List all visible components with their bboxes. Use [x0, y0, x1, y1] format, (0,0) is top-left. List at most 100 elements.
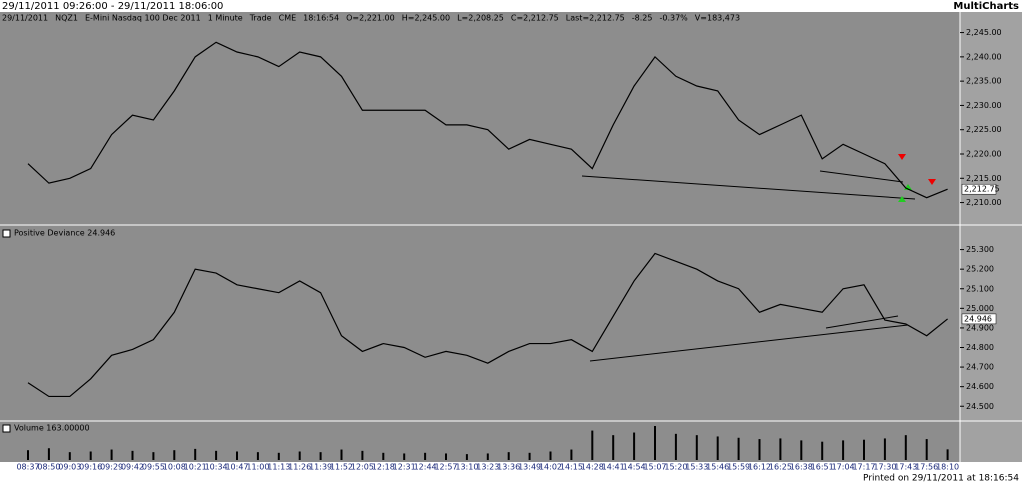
x-tick-label: 09:29: [100, 463, 123, 472]
bar: [277, 452, 280, 460]
signal-marker: [898, 196, 906, 202]
header-field: C=2,212.75: [511, 14, 559, 23]
bar: [215, 450, 218, 460]
x-tick-label: 09:55: [142, 463, 165, 472]
x-tick-label: 14:02: [539, 463, 562, 472]
close-icon[interactable]: [2, 229, 11, 238]
bar: [779, 438, 782, 460]
x-tick-label: 10:08: [163, 463, 186, 472]
y-tick-label: 25.300: [966, 245, 994, 254]
app-name: MultiCharts: [953, 1, 1019, 12]
bar: [570, 449, 573, 460]
trend-line: [825, 315, 899, 329]
bar: [507, 452, 510, 460]
x-tick-label: 15:07: [643, 463, 666, 472]
x-tick-label: 15:33: [685, 463, 708, 472]
x-tick-label: 14:41: [602, 463, 625, 472]
x-tick-label: 15:59: [727, 463, 750, 472]
y-tick-label: 2,235.00: [966, 77, 1002, 86]
bar: [319, 452, 322, 460]
y-tick-label: 2,230.00: [966, 101, 1002, 110]
trend-line: [581, 175, 916, 200]
x-tick-label: 11:13: [267, 463, 290, 472]
header-field: Trade: [249, 14, 272, 23]
bar: [465, 454, 468, 460]
trend-line: [819, 170, 904, 183]
last-value-label: 24.946: [964, 314, 992, 323]
y-tick-label: 25.100: [966, 284, 994, 293]
title-bar: [0, 0, 1022, 12]
bar: [89, 451, 92, 460]
x-tick-label: 16:25: [769, 463, 792, 472]
y-tick-label: 2,210.00: [966, 198, 1002, 207]
bar: [904, 435, 907, 460]
footer: Printed on 29/11/2011 at 18:16:54: [863, 474, 1019, 484]
header-field: V=183,473: [695, 14, 740, 23]
bar: [424, 452, 427, 460]
y-tick-label: 2,220.00: [966, 150, 1002, 159]
bar: [695, 435, 698, 460]
bar: [27, 450, 29, 460]
header-field: NQZ1: [55, 14, 78, 23]
bar: [633, 432, 636, 460]
x-tick-label: 15:46: [706, 463, 729, 472]
bar: [152, 452, 155, 460]
header-field: Last=2,212.75: [566, 14, 625, 23]
bar: [173, 450, 176, 460]
bar: [863, 439, 865, 460]
header-field: H=2,245.00: [402, 14, 450, 23]
x-tick-label: 12:57: [434, 463, 457, 472]
x-tick-label: 11:52: [330, 463, 353, 472]
y-tick-label: 2,215.00: [966, 174, 1002, 183]
header-field: -0.37%: [659, 14, 688, 23]
bar: [340, 449, 343, 460]
bar: [528, 452, 531, 460]
y-tick-label: 2,245.00: [966, 28, 1002, 37]
x-tick-label: 17:04: [832, 463, 855, 472]
bar: [654, 426, 656, 460]
bar: [382, 452, 385, 460]
trend-line: [589, 324, 909, 362]
close-icon[interactable]: [2, 424, 11, 433]
header-field: CME: [279, 14, 297, 23]
bar: [47, 448, 50, 460]
header-field: -8.25: [632, 14, 653, 23]
x-tick-label: 18:10: [936, 463, 959, 472]
window-title: 29/11/2011 09:26:00 - 29/11/2011 18:06:0…: [2, 1, 223, 12]
header-field: 29/11/2011: [2, 14, 48, 23]
y-tick-label: 2,225.00: [966, 125, 1002, 134]
y-tick-label: 2,240.00: [966, 52, 1002, 61]
last-value-box: [961, 313, 997, 325]
signal-marker: [898, 154, 906, 160]
last-value-box: [961, 183, 997, 195]
x-tick-label: 14:15: [560, 463, 583, 472]
x-tick-label: 17:56: [915, 463, 938, 472]
bar: [403, 453, 406, 460]
bar: [194, 448, 197, 460]
bar: [591, 430, 594, 460]
bar: [361, 450, 364, 460]
last-value-label: 2,212.75: [964, 185, 1000, 194]
x-tick-label: 17:17: [852, 463, 875, 472]
data-line: [27, 41, 948, 199]
x-tick-label: 12:05: [351, 463, 374, 472]
x-tick-label: 08:37: [16, 463, 39, 472]
x-tick-label: 10:21: [184, 463, 207, 472]
bar: [256, 452, 259, 460]
x-tick-label: 11:00: [246, 463, 269, 472]
x-tick-label: 10:34: [205, 463, 228, 472]
y-tick-label: 24.500: [966, 402, 994, 411]
bar: [716, 436, 719, 460]
x-tick-label: 13:36: [497, 463, 520, 472]
y-tick-label: 25.000: [966, 304, 994, 313]
signal-marker: [928, 179, 936, 185]
y-tick-label: 25.200: [966, 265, 994, 274]
plot-area: [0, 12, 960, 462]
bar: [612, 435, 615, 460]
bar: [821, 441, 824, 460]
x-tick-label: 15:20: [664, 463, 687, 472]
x-tick-label: 11:26: [288, 463, 311, 472]
data-line: [27, 252, 948, 398]
